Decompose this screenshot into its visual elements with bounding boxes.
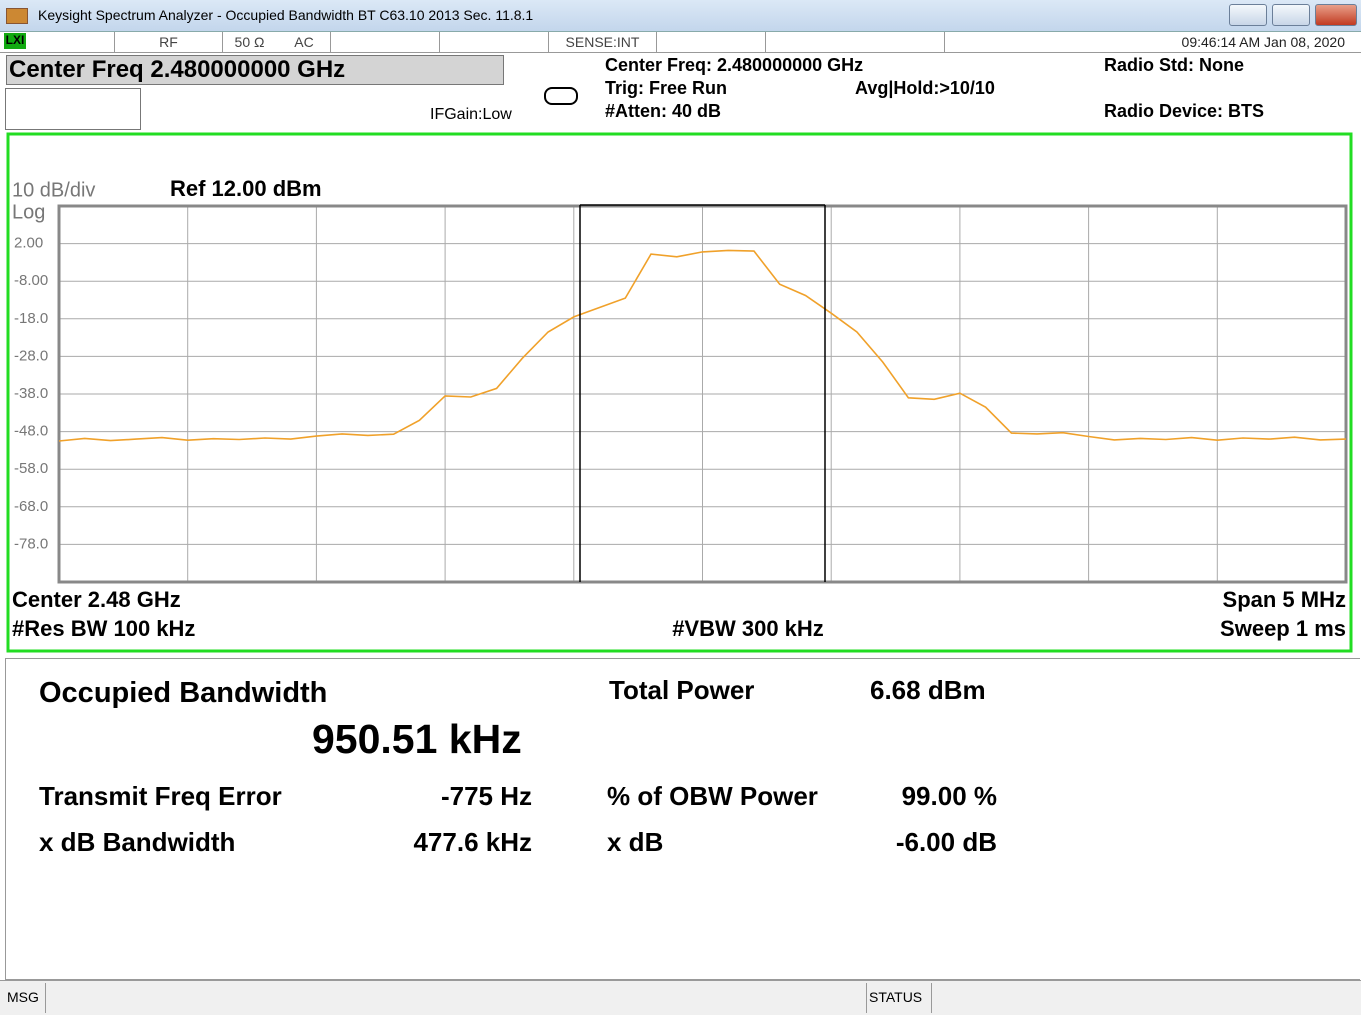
- y-tick-label: -28.0: [14, 347, 48, 364]
- y-tick-label-bg: [11, 272, 53, 291]
- res-bw-label: #Res BW 100 kHz: [12, 616, 195, 641]
- obw-label: Occupied Bandwidth: [39, 677, 328, 709]
- msg-label: MSG: [4, 983, 46, 1013]
- total-power-label: Total Power: [609, 675, 755, 705]
- y-tick-label-bg: [11, 422, 53, 441]
- y-tick-label: -58.0: [14, 460, 48, 477]
- lxi-icon: LXI: [4, 33, 26, 49]
- y-tick-label-bg: [11, 497, 53, 516]
- chart: 10 dB/div Log Ref 12.00 dBm Center 2.48 …: [6, 132, 1353, 653]
- minimize-button[interactable]: [1229, 4, 1267, 26]
- window-title: Keysight Spectrum Analyzer - Occupied Ba…: [38, 7, 534, 23]
- freq-error-value: -775 Hz: [440, 781, 532, 811]
- entry-box[interactable]: [5, 88, 141, 130]
- empty-cell: [657, 32, 766, 52]
- xdb-value: -6.00 dB: [895, 827, 997, 857]
- y-tick-label-bg: [11, 309, 53, 328]
- xdb-bw-value: 477.6 kHz: [413, 827, 532, 857]
- datetime: 09:46:14 AM Jan 08, 2020: [1181, 34, 1345, 50]
- freq-error-label: Transmit Freq Error: [39, 781, 282, 811]
- y-tick-label: -18.0: [14, 310, 48, 327]
- y-tick-label: -68.0: [14, 498, 48, 515]
- impedance-cell: 50 Ω: [234, 34, 265, 50]
- plot-border: [57, 204, 1348, 584]
- chart-frame: [6, 132, 1353, 653]
- trig: Trig: Free Run: [605, 78, 728, 98]
- y-tick-label-bg: [11, 385, 53, 403]
- avg-hold: Avg|Hold:>10/10: [855, 78, 995, 98]
- empty-cell: [331, 32, 440, 52]
- trace-line: [58, 249, 1347, 442]
- span-label: Span 5 MHz: [1223, 587, 1346, 612]
- empty-cell: [766, 32, 945, 52]
- y-tick-label: -48.0: [14, 423, 48, 440]
- message-bar: [0, 980, 1361, 1015]
- center-freq-box[interactable]: Center Freq 2.480000000 GHz: [6, 55, 504, 85]
- radio-std: Radio Std: None: [1104, 55, 1244, 75]
- sweep-label: Sweep 1 ms: [1220, 616, 1346, 641]
- sense-cell: SENSE:INT: [549, 32, 657, 52]
- total-power-value: 6.68 dBm: [870, 675, 986, 705]
- y-tick-label-bg: [11, 535, 53, 554]
- obw-value: 950.51 kHz: [312, 716, 522, 762]
- xdb-bw-label: x dB Bandwidth: [39, 827, 236, 857]
- if-gain: IFGain:Low: [430, 106, 512, 123]
- obw-markers: [579, 204, 826, 582]
- status-row: [0, 32, 1361, 53]
- restore-button[interactable]: [1272, 4, 1310, 26]
- app-icon: [6, 8, 28, 24]
- atten: #Atten: 40 dB: [605, 101, 722, 121]
- status-label: STATUS: [866, 983, 932, 1013]
- empty-cell: [440, 32, 549, 52]
- log-label: Log: [12, 201, 45, 223]
- vbw-label: #VBW 300 kHz: [672, 616, 824, 641]
- center-freq: Center Freq: 2.480000000 GHz: [605, 55, 864, 75]
- results-panel: [5, 658, 1360, 980]
- title-bar: [0, 0, 1361, 32]
- rf-cell: RF: [114, 32, 223, 52]
- obw-power-label: % of OBW Power: [607, 781, 818, 811]
- y-tick-label: -8.00: [14, 272, 48, 289]
- y-tick-label: -78.0: [14, 535, 48, 552]
- loop-icon: [544, 87, 578, 105]
- center-label: Center 2.48 GHz: [12, 587, 181, 612]
- y-tick-label: 2.00: [14, 235, 43, 252]
- y-tick-label-bg: [11, 347, 53, 366]
- ref-label: Ref 12.00 dBm: [170, 176, 322, 201]
- close-button[interactable]: [1315, 4, 1357, 26]
- y-tick-label-bg: [11, 234, 53, 253]
- coupling-cell: AC: [278, 32, 331, 52]
- y-tick-label-bg: [11, 460, 53, 479]
- scale-label: 10 dB/div: [12, 179, 95, 201]
- y-tick-label: -38.0: [14, 385, 48, 402]
- radio-device: Radio Device: BTS: [1104, 101, 1265, 121]
- obw-power-value: 99.00 %: [901, 781, 997, 811]
- xdb-label: x dB: [607, 827, 664, 857]
